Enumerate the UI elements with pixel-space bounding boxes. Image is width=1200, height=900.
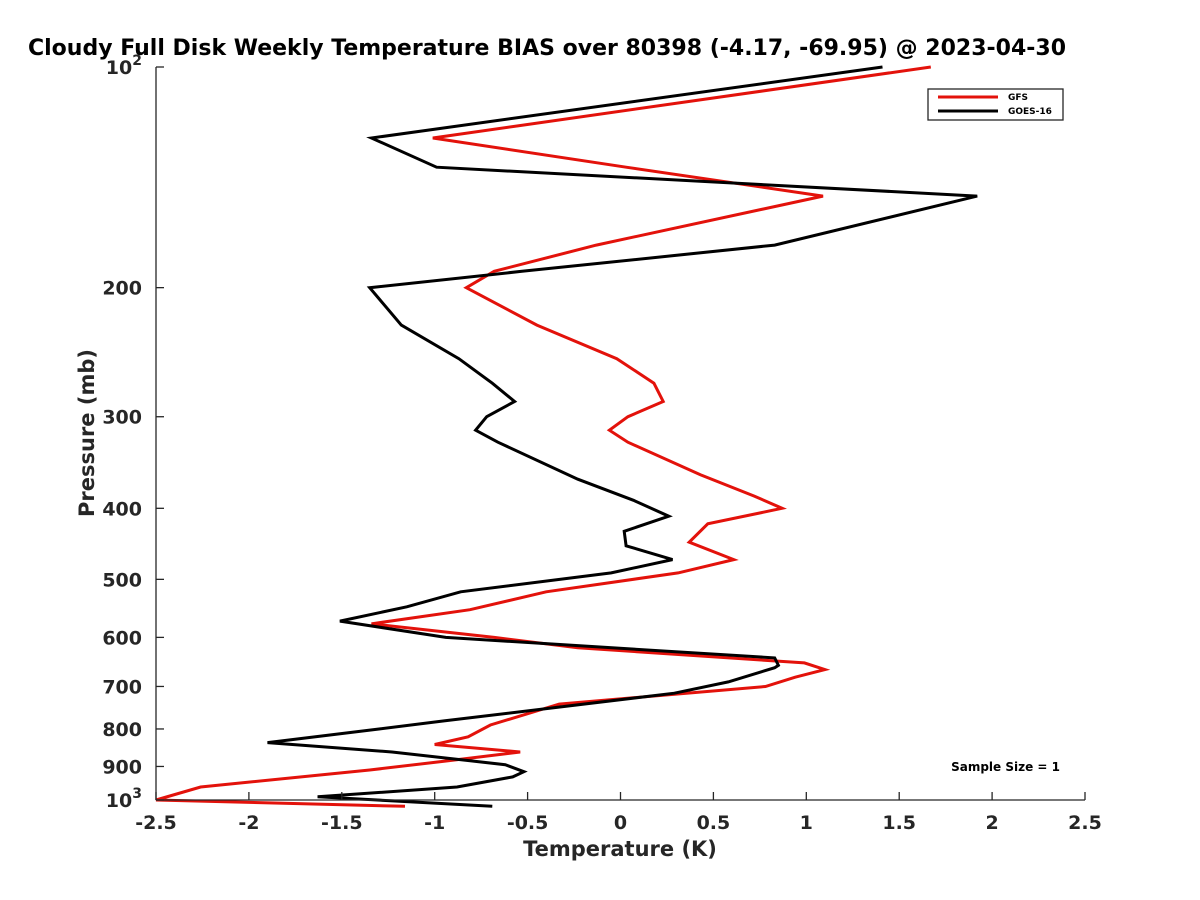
legend-label: GFS <box>1008 93 1028 103</box>
y-axis-title: Pressure (mb) <box>75 349 99 517</box>
y-tick-label: 800 <box>102 719 142 741</box>
y-tick-label: 600 <box>102 627 142 649</box>
x-tick-label: -0.5 <box>507 812 549 834</box>
legend-label: GOES-16 <box>1008 107 1052 117</box>
y-tick-label: 500 <box>102 569 142 591</box>
y-axis-ticks: 102 200 300 400 500 600 700 800 900 103 <box>102 53 164 812</box>
x-tick-label: 2 <box>985 812 998 834</box>
y-tick-label: 400 <box>102 498 142 520</box>
y-tick-label: 102 <box>106 53 142 79</box>
y-tick-label: 200 <box>102 278 142 300</box>
x-tick-label: -2 <box>238 812 259 834</box>
series-lines <box>155 65 978 808</box>
x-axis-title: Temperature (K) <box>523 837 717 861</box>
legend-box <box>927 88 1064 121</box>
x-tick-label: 1.5 <box>882 812 916 834</box>
sample-size-annotation: Sample Size = 1 <box>951 760 1060 774</box>
x-tick-label: 1 <box>800 812 813 834</box>
y-tick-label: 300 <box>102 407 142 429</box>
x-tick-label: 0.5 <box>697 812 731 834</box>
legend: GFS GOES-16 <box>927 88 1064 121</box>
chart-title: Cloudy Full Disk Weekly Temperature BIAS… <box>28 36 1066 61</box>
x-tick-label: 2.5 <box>1068 812 1102 834</box>
y-tick-label: 900 <box>102 756 142 778</box>
x-axis-ticks: -2.5 -2 -1.5 -1 -0.5 0 0.5 1 1.5 2 2.5 <box>135 792 1102 834</box>
x-tick-label: 0 <box>614 812 627 834</box>
series-line-gfs <box>155 65 932 808</box>
x-tick-label: -1 <box>424 812 445 834</box>
y-tick-label: 700 <box>102 676 142 698</box>
series-line-goes-16 <box>267 65 978 808</box>
y-tick-label: 103 <box>106 786 142 812</box>
x-tick-label: -2.5 <box>135 812 177 834</box>
x-tick-label: -1.5 <box>321 812 363 834</box>
